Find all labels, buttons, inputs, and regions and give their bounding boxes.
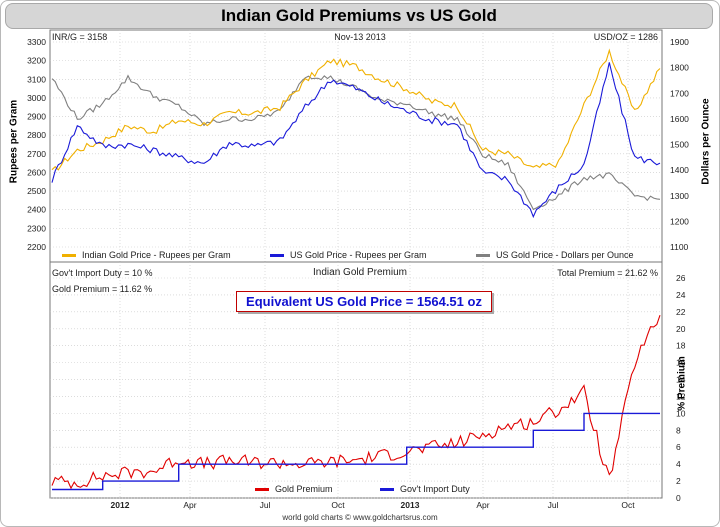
y-tick-label: 18 — [676, 341, 686, 351]
y-tick-label: 6 — [676, 442, 681, 452]
gold-premium-readout: Gold Premium = 11.62 % — [52, 284, 153, 294]
series-line-2 — [52, 412, 660, 491]
premium-axis-label: % Premium — [676, 356, 688, 411]
y-tick-label: 14 — [676, 375, 686, 385]
y-tick-label: 3200 — [27, 56, 46, 66]
legend-swatch — [476, 254, 490, 258]
x-tick-label: Apr — [183, 500, 196, 510]
x-tick-label: Apr — [476, 500, 489, 510]
y-tick-label: 10 — [676, 408, 686, 418]
right-axis-label: Dollars per Ounce — [700, 98, 712, 185]
y-tick-label: 3300 — [27, 37, 46, 47]
total-premium-readout: Total Premium = 21.62 % — [557, 268, 658, 278]
legend-label: US Gold Price - Dollars per Ounce — [496, 250, 634, 260]
y-tick-label: 2700 — [27, 149, 46, 159]
y2-tick-label: 1100 — [670, 242, 689, 252]
legend-indian-gold: Indian Gold Price - Rupees per Gram — [62, 250, 231, 260]
inr-per-gram-readout: INR/G = 3158 — [52, 32, 108, 42]
y-tick-label: 16 — [676, 358, 686, 368]
series-line-1 — [51, 48, 661, 171]
plot-border — [49, 29, 663, 263]
y2-tick-label: 1300 — [670, 191, 689, 201]
series-line-3 — [51, 74, 661, 211]
y2-tick-label: 1700 — [670, 88, 689, 98]
y2-tick-label: 1200 — [670, 216, 689, 226]
credit-text: world gold charts © www.goldchartsrus.co… — [282, 513, 438, 522]
usd-per-oz-readout: USD/OZ = 1286 — [593, 32, 658, 42]
date-readout: Nov-13 2013 — [334, 32, 386, 42]
y-tick-label: 26 — [676, 273, 686, 283]
title-bar: Indian Gold Premiums vs US Gold — [5, 3, 713, 29]
y-tick-label: 0 — [676, 493, 681, 503]
y2-tick-label: 1900 — [670, 37, 689, 47]
legend-swatch — [255, 488, 269, 492]
x-tick-label: 2013 — [401, 500, 420, 510]
y-tick-label: 8 — [676, 425, 681, 435]
x-tick-label: Oct — [331, 500, 345, 510]
y-tick-label: 3000 — [27, 93, 46, 103]
legend-gold-premium: Gold Premium — [255, 484, 333, 494]
legend-label: US Gold Price - Rupees per Gram — [290, 250, 427, 260]
y-tick-label: 2800 — [27, 130, 46, 140]
left-axis-label: Rupees per Gram — [8, 99, 20, 184]
legend-us-gold-rupees: US Gold Price - Rupees per Gram — [270, 250, 427, 260]
price-panel: 2200 2300 2400 2500 2600 2700 2800 2900 3000 3100… — [27, 29, 689, 263]
legend-label: Gold Premium — [275, 484, 333, 494]
legend-swatch — [380, 488, 394, 492]
y2-tick-label: 1500 — [670, 140, 689, 150]
x-tick-label: 2012 — [111, 500, 130, 510]
legend-us-gold-dollars: US Gold Price - Dollars per Ounce — [476, 250, 634, 260]
premium-panel-title: Indian Gold Premium — [313, 267, 407, 278]
legend-label: Indian Gold Price - Rupees per Gram — [82, 250, 231, 260]
y-tick-label: 2400 — [27, 205, 46, 215]
y-tick-label: 2300 — [27, 223, 46, 233]
x-tick-label: Jul — [548, 500, 559, 510]
y-tick-label: 2 — [676, 476, 681, 486]
chart-title: Indian Gold Premiums vs US Gold — [221, 6, 497, 25]
y-tick-label: 4 — [676, 459, 681, 469]
y-tick-label: 12 — [676, 391, 686, 401]
series-line-1 — [51, 315, 661, 490]
y-tick-label: 20 — [676, 324, 686, 334]
y-tick-label: 3100 — [27, 74, 46, 84]
y-tick-label: 24 — [676, 290, 686, 300]
y-tick-label: 2600 — [27, 167, 46, 177]
legend-swatch — [62, 254, 76, 258]
y2-tick-label: 1400 — [670, 165, 689, 175]
y-tick-label: 22 — [676, 307, 686, 317]
series-line-2 — [51, 62, 661, 219]
x-tick-label: Oct — [621, 500, 635, 510]
y2-tick-label: 1800 — [670, 63, 689, 73]
equivalent-price-text: Equivalent US Gold Price = 1564.51 oz — [246, 294, 482, 309]
legend-label: Gov't Import Duty — [400, 484, 470, 494]
y-tick-label: 2500 — [27, 186, 46, 196]
y2-tick-label: 1600 — [670, 114, 689, 124]
y-tick-label: 2200 — [27, 242, 46, 252]
legend-swatch — [270, 254, 284, 258]
y-tick-label: 2900 — [27, 112, 46, 122]
import-duty-readout: Gov't Import Duty = 10 % — [52, 268, 153, 278]
equivalent-price-box: Equivalent US Gold Price = 1564.51 oz — [236, 291, 492, 312]
x-tick-label: Jul — [260, 500, 271, 510]
legend-import-duty: Gov't Import Duty — [380, 484, 470, 494]
